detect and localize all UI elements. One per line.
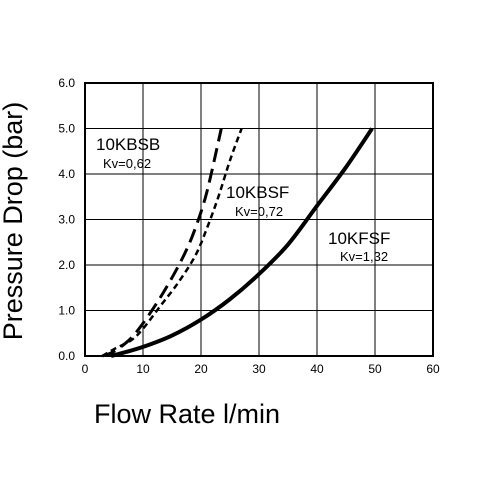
series-line-10kfsf [110,127,374,358]
series-kv-label: Kv=0,72 [235,204,283,219]
y-tick-label: 5.0 [58,122,75,136]
y-tick-label: 4.0 [58,167,75,181]
series-line-10kbsb [101,128,223,358]
x-axis-title: Flow Rate l/min [94,399,280,429]
y-axis-title: Pressure Drop (bar) [0,102,28,341]
x-tick-label: 40 [310,362,324,376]
series-lines [101,127,374,358]
x-tick-label: 30 [252,362,266,376]
y-tick-label: 0.0 [58,349,75,363]
series-line-10kbsf [101,128,243,358]
series-kv-label: Kv=1,32 [340,249,388,264]
x-tick-label: 10 [136,362,150,376]
series-label-10kbsf: 10KBSF [226,183,289,202]
y-tick-label: 2.0 [58,258,75,272]
y-tick-label: 3.0 [58,213,75,227]
x-tick-label: 50 [368,362,382,376]
y-tick-label: 6.0 [58,76,75,90]
y-tick-label: 1.0 [58,304,75,318]
series-label-10kbsb: 10KBSB [96,135,160,154]
x-tick-label: 0 [82,362,89,376]
series-kv-label: Kv=0,62 [103,156,151,171]
x-tick-label: 60 [426,362,440,376]
x-tick-label: 20 [194,362,208,376]
series-label-10kfsf: 10KFSF [328,229,390,248]
plot-frame [84,82,434,357]
tick-labels: 0 10 20 30 40 50 60 0.0 1.0 2.0 3.0 4.0 5.0 6.0 [58,76,440,376]
